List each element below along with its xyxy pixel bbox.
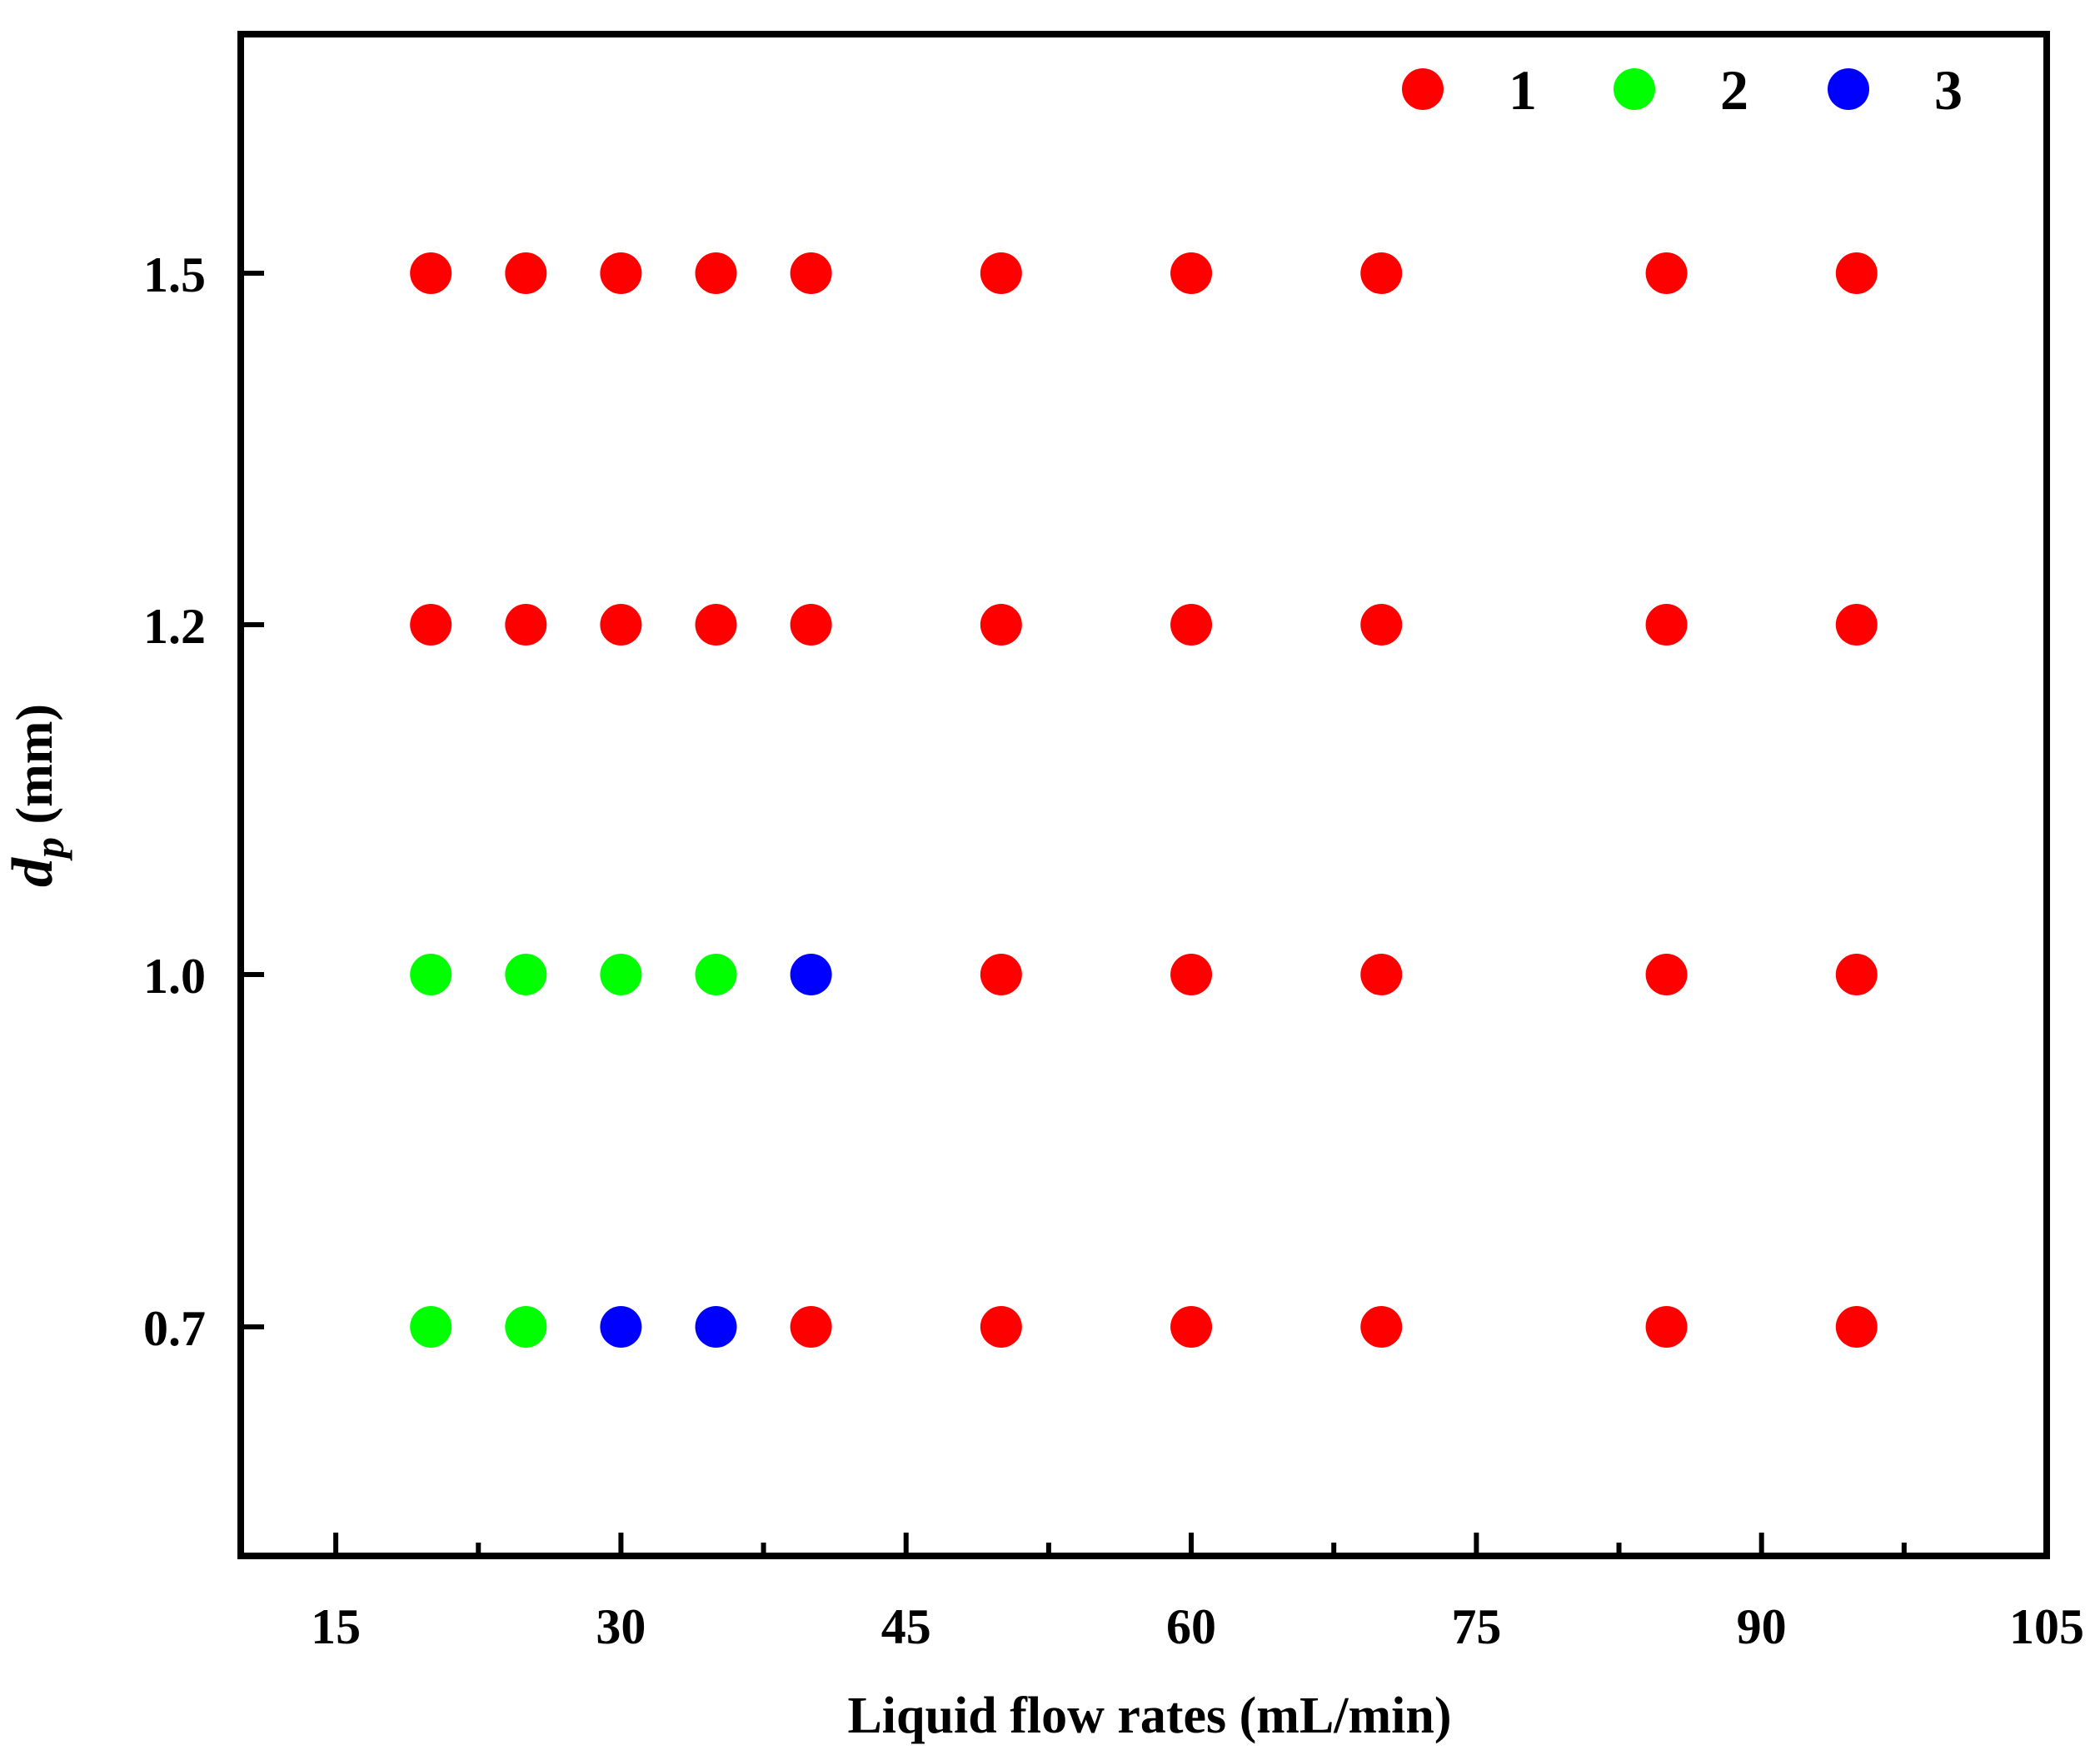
data-point-series-1 [980,604,1022,646]
x-tick-label: 45 [881,1599,931,1654]
data-point-series-2 [410,1306,452,1348]
data-point-series-1 [1835,1306,1878,1348]
data-point-series-2 [600,954,642,995]
legend-label-1: 1 [1509,58,1537,122]
y-axis-title-subscript: p [26,837,72,861]
data-point-series-3 [600,1306,642,1348]
data-point-series-1 [1645,252,1688,294]
data-point-series-3 [790,954,832,995]
x-tick-label: 90 [1737,1599,1787,1654]
data-point-series-1 [1835,604,1878,646]
data-point-series-1 [1360,1306,1403,1348]
x-tick-label: 60 [1166,1599,1216,1654]
x-tick-label: 15 [311,1599,361,1654]
y-axis-title: dp (mm) [1,704,72,887]
data-point-series-1 [790,252,832,294]
data-point-series-1 [790,604,832,646]
legend: 1 2 3 [1402,58,1963,122]
data-point-series-1 [1170,1306,1213,1348]
y-axis-ticks: 0.7 1.0 1.2 1.5 [143,247,264,1356]
data-point-series-1 [1360,604,1403,646]
data-point-series-2 [505,954,547,995]
y-tick-label: 0.7 [143,1301,206,1356]
data-point-series-2 [505,1306,547,1348]
data-point-series-1 [695,252,737,294]
legend-label-3: 3 [1934,58,1963,122]
data-point-series-1 [410,252,452,294]
data-point-series-2 [410,954,452,995]
data-point-series-1 [1835,252,1878,294]
data-point-series-1 [505,252,547,294]
data-point-series-1 [1170,954,1213,995]
x-tick-label: 75 [1451,1599,1501,1654]
data-point-series-1 [1170,252,1213,294]
data-point-series-3 [695,1306,737,1348]
data-point-series-1 [1360,954,1403,995]
y-tick-label: 1.5 [143,247,206,302]
data-point-series-1 [600,604,642,646]
x-axis-title: Liquid flow rates (mL/min) [847,1688,1451,1744]
data-point-series-1 [1360,252,1403,294]
data-point-series-1 [1645,1306,1688,1348]
legend-marker-2 [1614,68,1655,110]
data-point-series-1 [1645,954,1688,995]
x-tick-label: 105 [2009,1599,2084,1654]
x-axis-ticks: 15 30 45 60 75 90 105 [311,1533,2084,1654]
y-axis-title-symbol: d [1,857,65,887]
data-point-series-1 [505,604,547,646]
data-point-series-1 [1835,954,1878,995]
data-point-series-1 [980,1306,1022,1348]
y-axis-title-unit: (mm) [7,704,63,837]
data-points [410,252,1878,1348]
data-point-series-2 [695,954,737,995]
data-point-series-1 [790,1306,832,1348]
data-point-series-1 [1645,604,1688,646]
y-tick-label: 1.2 [143,599,206,654]
plot-frame [237,31,2050,1559]
y-tick-label: 1.0 [143,949,206,1004]
data-point-series-1 [1170,604,1213,646]
data-point-series-1 [980,954,1022,995]
legend-marker-1 [1402,68,1444,110]
x-tick-label: 30 [596,1599,646,1654]
data-point-series-1 [410,604,452,646]
data-point-series-1 [980,252,1022,294]
data-point-series-1 [600,252,642,294]
data-point-series-1 [695,604,737,646]
legend-marker-3 [1828,68,1869,110]
legend-label-2: 2 [1720,58,1748,122]
